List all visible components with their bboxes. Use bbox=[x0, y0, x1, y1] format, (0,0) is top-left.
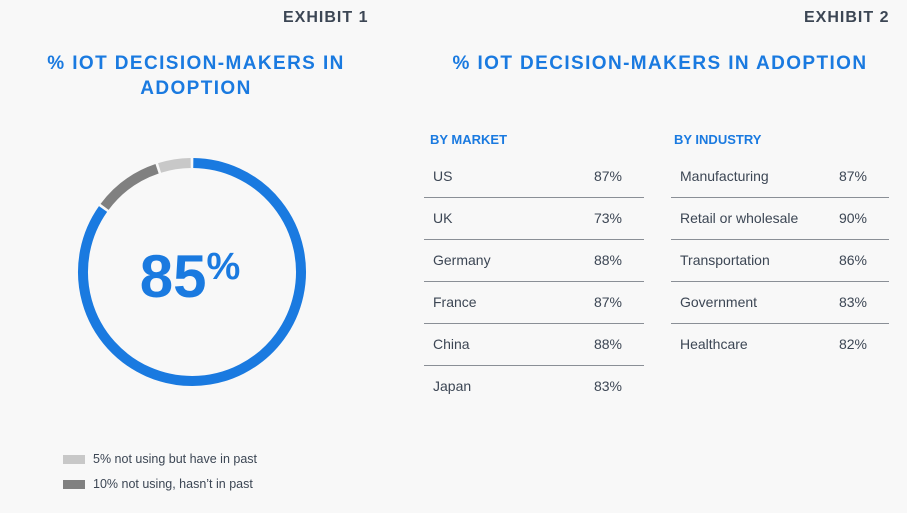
market-row-name: US bbox=[433, 168, 453, 184]
exhibit-2-title: % IOT DECISION-MAKERS IN ADOPTION bbox=[452, 53, 868, 74]
industry-row: Manufacturing 87% bbox=[671, 156, 889, 198]
market-row-name: UK bbox=[433, 210, 453, 226]
by-market-heading: BY MARKET bbox=[430, 132, 508, 147]
legend-label-never: 10% not using, hasn’t in past bbox=[93, 477, 253, 491]
by-industry-heading: BY INDUSTRY bbox=[674, 132, 762, 147]
legend-label-past: 5% not using but have in past bbox=[93, 452, 258, 466]
industry-table: Manufacturing 87% Retail or wholesale 90% Tr… bbox=[671, 156, 889, 365]
market-row-value: 73% bbox=[593, 210, 622, 226]
donut-segment-past bbox=[158, 158, 191, 173]
industry-row-name: Healthcare bbox=[680, 336, 748, 352]
exhibit-2-label: EXHIBIT 2 bbox=[804, 9, 890, 26]
market-row: Japan 83% bbox=[424, 366, 644, 407]
industry-row: Government 83% bbox=[671, 282, 889, 324]
industry-row-value: 87% bbox=[838, 168, 867, 184]
industry-row-name: Government bbox=[680, 294, 758, 310]
market-row-name: Japan bbox=[433, 378, 472, 394]
market-row: Germany 88% bbox=[424, 240, 644, 282]
exhibit-1-label: EXHIBIT 1 bbox=[283, 9, 369, 26]
market-row-value: 87% bbox=[593, 168, 622, 184]
industry-row-value: 90% bbox=[838, 210, 867, 226]
center-number: 85 bbox=[140, 243, 207, 310]
market-row: UK 73% bbox=[424, 198, 644, 240]
market-table: US 87% UK 73% Germany 88% France 87% China 88% Jap… bbox=[424, 156, 644, 407]
market-row-value: 88% bbox=[593, 336, 622, 352]
legend-item-never: 10% not using, hasn’t in past bbox=[63, 477, 253, 491]
legend-swatch-past bbox=[63, 454, 85, 464]
market-row-name: Germany bbox=[433, 252, 491, 268]
industry-row-name: Manufacturing bbox=[680, 168, 769, 184]
market-row-value: 88% bbox=[593, 252, 622, 268]
industry-row: Retail or wholesale 90% bbox=[671, 198, 889, 240]
market-row-value: 87% bbox=[593, 294, 622, 310]
market-row: China 88% bbox=[424, 324, 644, 366]
market-row-name: China bbox=[433, 336, 470, 352]
industry-row: Transportation 86% bbox=[671, 240, 889, 282]
donut-segment-adopting bbox=[78, 158, 306, 386]
donut-center-value: 85% bbox=[140, 243, 241, 310]
market-row: US 87% bbox=[424, 156, 644, 198]
legend-item-past: 5% not using but have in past bbox=[63, 452, 257, 466]
market-row: France 87% bbox=[424, 282, 644, 324]
center-unit: % bbox=[206, 246, 240, 288]
industry-row-name: Retail or wholesale bbox=[680, 210, 799, 226]
legend-swatch-never bbox=[63, 479, 85, 489]
exhibit-1-title: % IOT DECISION-MAKERS IN ADOPTION bbox=[47, 53, 345, 99]
market-row-value: 83% bbox=[593, 378, 622, 394]
industry-row: Healthcare 82% bbox=[671, 324, 889, 365]
donut-segment-never bbox=[100, 164, 159, 210]
industry-row-value: 83% bbox=[838, 294, 867, 310]
market-row-name: France bbox=[433, 294, 477, 310]
adoption-donut-chart: 85% bbox=[78, 158, 306, 386]
industry-row-name: Transportation bbox=[680, 252, 770, 268]
industry-row-value: 86% bbox=[838, 252, 867, 268]
industry-row-value: 82% bbox=[838, 336, 867, 352]
